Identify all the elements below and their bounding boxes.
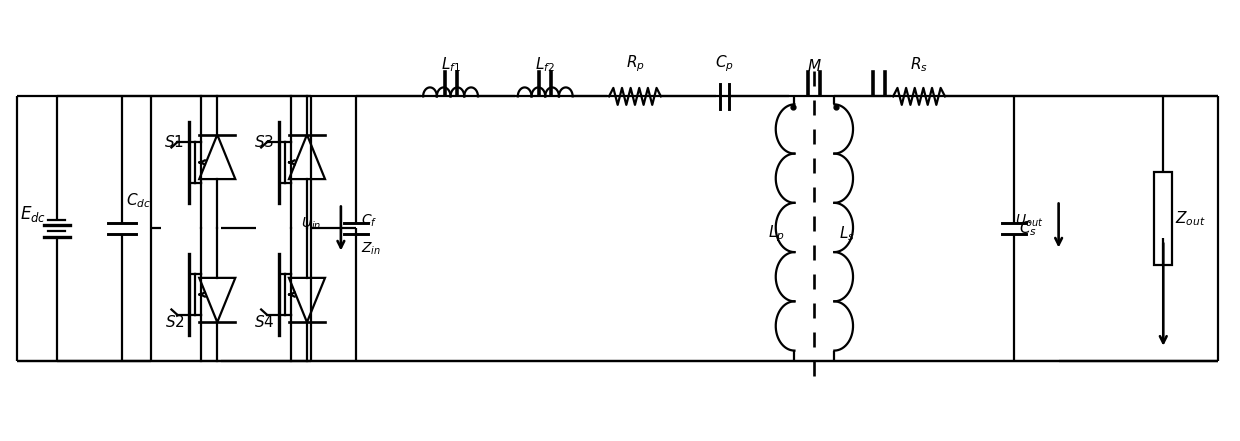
Text: $S2$: $S2$ — [165, 314, 185, 330]
Text: $L_{f2}$: $L_{f2}$ — [536, 56, 556, 75]
Text: $Z_{in}$: $Z_{in}$ — [361, 240, 381, 257]
Text: $C_f$: $C_f$ — [361, 212, 377, 229]
Text: $L_p$: $L_p$ — [768, 223, 785, 244]
Text: $L_s$: $L_s$ — [839, 224, 856, 243]
Text: $S3$: $S3$ — [254, 135, 274, 150]
Text: $U_{out}$: $U_{out}$ — [1016, 212, 1044, 229]
Text: $R_p$: $R_p$ — [625, 54, 645, 75]
Text: $U_{in}$: $U_{in}$ — [300, 215, 321, 232]
Text: $E_{dc}$: $E_{dc}$ — [20, 204, 46, 224]
Text: $L_{f1}$: $L_{f1}$ — [440, 56, 460, 75]
Text: $C_{dc}$: $C_{dc}$ — [125, 191, 151, 210]
Text: $C_p$: $C_p$ — [715, 54, 734, 75]
Text: $C_s$: $C_s$ — [1019, 219, 1037, 238]
Text: $S1$: $S1$ — [165, 135, 185, 150]
Text: $R_s$: $R_s$ — [910, 56, 928, 75]
Text: $M$: $M$ — [807, 59, 822, 75]
Text: $S4$: $S4$ — [254, 314, 274, 330]
Text: $Z_{out}$: $Z_{out}$ — [1176, 209, 1205, 228]
